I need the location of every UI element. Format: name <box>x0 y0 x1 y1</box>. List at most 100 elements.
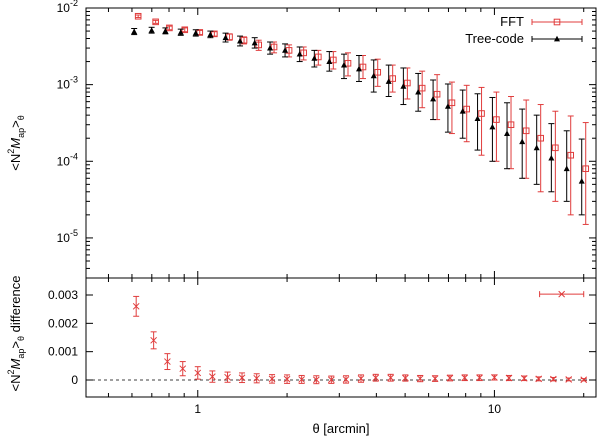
fft-point <box>315 53 322 61</box>
difference-point <box>298 376 306 383</box>
tree-code-point <box>548 154 555 161</box>
difference-point <box>402 374 409 382</box>
difference-point <box>253 374 261 382</box>
tree-code-point <box>162 27 169 34</box>
tree-code-point <box>237 37 244 44</box>
fft-point <box>330 56 337 64</box>
fft-point <box>493 116 500 123</box>
tree-code-point <box>326 58 333 64</box>
difference-point <box>194 369 202 377</box>
tree-code-point <box>207 31 214 37</box>
bottom-panel: 0 0.001 0.002 0.003 1 10 <N2Map>θ difference… <box>6 276 597 436</box>
fft-point <box>567 151 575 159</box>
difference-point <box>342 376 350 383</box>
tree-code-point <box>370 72 377 79</box>
difference-point <box>164 358 171 365</box>
difference-point <box>558 290 566 298</box>
tree-code-point <box>340 61 347 68</box>
difference-point <box>312 376 320 384</box>
difference-point <box>535 375 543 383</box>
difference-point <box>520 374 528 382</box>
difference-point <box>268 375 276 383</box>
difference-point <box>580 376 588 384</box>
tree-code-point <box>296 50 303 57</box>
difference-point <box>505 374 513 382</box>
fft-point <box>522 127 530 135</box>
tree-code-point <box>400 83 407 89</box>
fft-point <box>553 18 561 26</box>
y-tick-label: 10-3 <box>57 75 78 92</box>
difference-point <box>565 376 573 383</box>
difference-point <box>416 375 424 382</box>
difference-point <box>461 374 469 382</box>
difference-point <box>387 374 395 382</box>
difference-point <box>132 302 140 310</box>
fft-point <box>582 165 590 173</box>
tree-code-point <box>192 29 199 36</box>
fft-point <box>389 75 396 82</box>
x-tick-label: 1 <box>194 402 201 416</box>
tree-code-point <box>148 27 155 33</box>
tree-code-point <box>267 44 274 51</box>
fft-point <box>478 110 485 117</box>
y-tick-label: 0 <box>71 373 78 387</box>
top-data-marks <box>131 12 590 225</box>
y-tick-label: 0.003 <box>48 288 78 302</box>
difference-point <box>446 374 454 382</box>
top-y-ticks: 10-5 10-4 10-3 10-2 <box>57 0 596 279</box>
tree-code-point <box>177 29 184 35</box>
tree-code-point <box>578 177 585 184</box>
tree-code-point <box>533 144 540 151</box>
top-y-axis-label: <N2Map>θ <box>6 115 26 170</box>
tree-code-point <box>311 55 318 61</box>
fft-point <box>181 26 189 34</box>
tree-code-point <box>385 78 392 84</box>
y-tick-label: 10-4 <box>57 151 78 168</box>
tree-code-point <box>444 103 451 109</box>
difference-point <box>283 375 291 383</box>
tree-code-point <box>474 115 481 122</box>
tree-code-point <box>504 130 511 136</box>
tree-code-point <box>222 34 229 41</box>
tree-code-point <box>415 88 422 95</box>
tree-code-point <box>563 165 570 172</box>
bottom-x-ticks: 1 10 <box>107 278 585 416</box>
y-tick-label: 0.002 <box>48 316 78 330</box>
y-tick-label: 0.001 <box>48 345 78 359</box>
bottom-plot-frame <box>85 277 597 398</box>
difference-point <box>327 376 335 384</box>
tree-code-point <box>489 123 496 130</box>
tree-code-point <box>355 65 362 72</box>
top-panel: 10-5 10-4 10-3 10-2 FFT Tree-code <N2Map>θ <box>6 0 597 279</box>
fft-point <box>344 59 352 67</box>
fft-point <box>359 63 367 71</box>
fft-point <box>463 105 471 113</box>
legend-label: Tree-code <box>465 31 524 46</box>
difference-point <box>238 374 246 382</box>
difference-point <box>372 374 380 382</box>
fft-point <box>404 79 411 87</box>
y-tick-label: 10-5 <box>57 228 78 245</box>
tree-code-point <box>131 28 138 35</box>
bottom-y-ticks: 0 0.001 0.002 0.003 <box>48 288 596 387</box>
difference-point <box>491 374 498 381</box>
tree-code-point <box>282 47 289 53</box>
fft-point <box>433 90 441 98</box>
difference-point <box>209 373 216 380</box>
fft-point <box>152 18 159 26</box>
fft-point <box>448 99 456 107</box>
tree-code-point <box>251 39 258 46</box>
fft-point <box>552 144 559 152</box>
legend-label: FFT <box>500 14 524 29</box>
fft-point <box>300 49 307 57</box>
difference-point <box>357 375 365 382</box>
top-plot-frame <box>85 7 597 279</box>
bottom-y-axis-label: <N2Map>θ difference <box>6 276 26 392</box>
fft-point <box>134 12 142 20</box>
top-x-ticks <box>107 8 585 278</box>
tree-code-point <box>430 95 437 102</box>
bottom-data-marks <box>132 290 588 385</box>
y-tick-label: 10-2 <box>57 0 78 15</box>
x-axis-label: θ [arcmin] <box>312 421 369 436</box>
